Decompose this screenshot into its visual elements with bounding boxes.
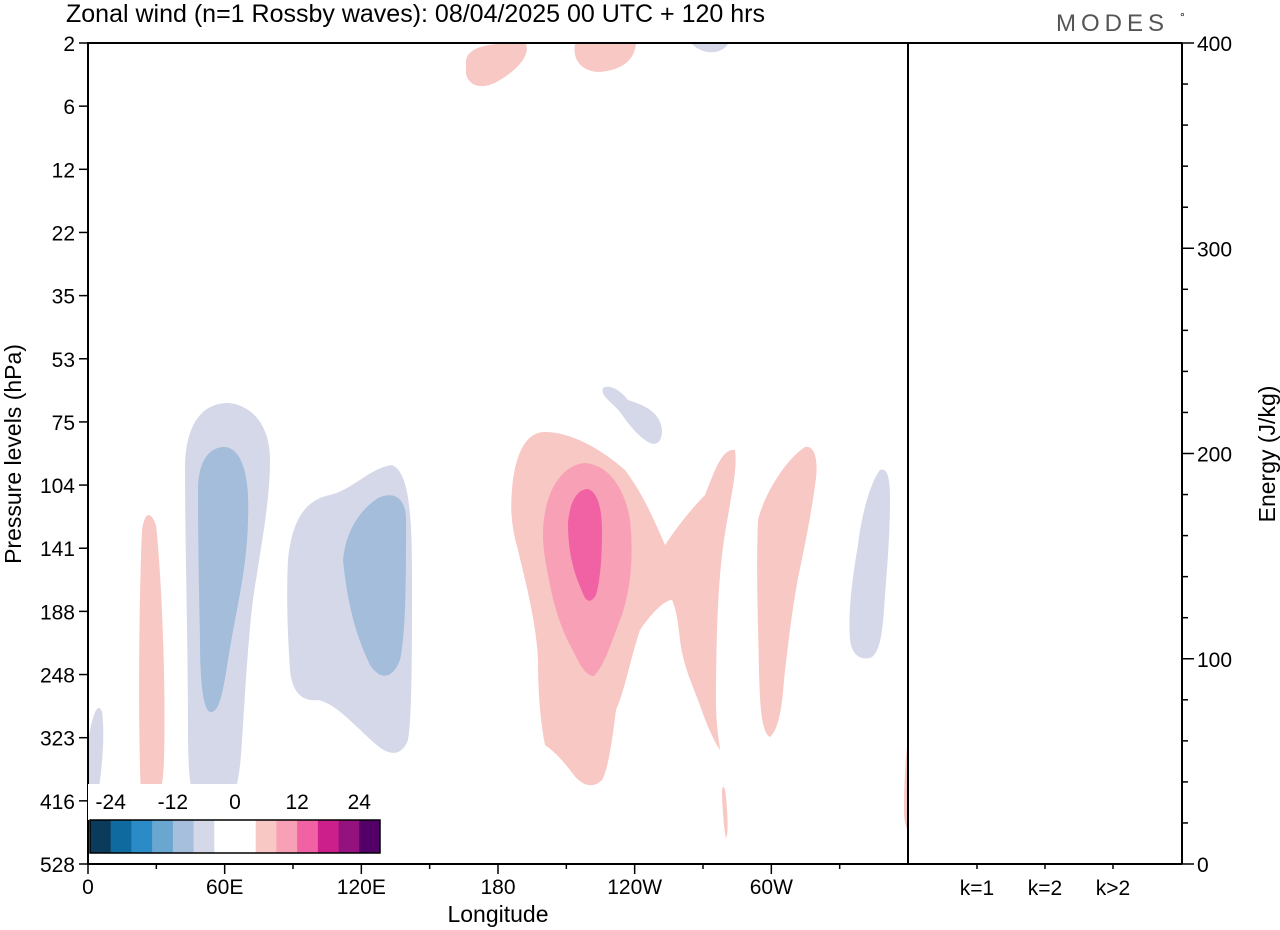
colorbar-swatch (110, 820, 132, 853)
colorbar-swatch (172, 820, 195, 853)
logo-mark: ° (1180, 10, 1185, 24)
x-tick-label: 0 (82, 876, 94, 899)
colorbar-swatch (317, 820, 340, 853)
colorbar-swatch (90, 820, 112, 853)
y-tick-label: 528 (40, 854, 75, 877)
y-tick-label: 2 (63, 33, 75, 56)
contour-region (849, 469, 890, 659)
contour-region (692, 44, 728, 53)
colorbar-label-background (88, 784, 382, 820)
x-axis: 0 60E 120E 180 120W 60W (82, 864, 841, 899)
chart-title: Zonal wind (n=1 Rossby waves): 08/04/202… (66, 0, 765, 28)
y-tick-label: 323 (40, 728, 75, 751)
colorbar-swatch (152, 820, 174, 853)
colorbar-tick-label: -24 (96, 791, 127, 814)
contour-region (139, 515, 165, 819)
colorbar-swatch (131, 820, 153, 853)
colorbar-tick-label: 12 (285, 791, 308, 814)
y-tick-label: 6 (63, 96, 75, 119)
y-tick-label: 53 (52, 349, 75, 372)
y-tick-label: 248 (40, 665, 75, 688)
contour-region (602, 386, 662, 444)
contour-region (343, 495, 406, 676)
contour-region (198, 446, 249, 712)
y-tick-label: 416 (40, 791, 75, 814)
y-tick-label: 35 (52, 286, 75, 309)
x-axis-title: Longitude (447, 901, 548, 927)
energy-tick-label: 200 (1197, 444, 1232, 467)
colorbar-swatch (276, 820, 298, 853)
colorbar-swatch (193, 820, 215, 853)
y-tick-label: 22 (52, 222, 75, 245)
colorbar-swatch (255, 820, 277, 853)
colorbar-swatch (235, 820, 257, 853)
x-tick-label: 60W (750, 876, 793, 899)
x-tick-label: 120W (607, 876, 662, 899)
colorbar-swatch (359, 820, 381, 853)
y-axis: 2 6 12 22 35 53 75 104 141 188 248 323 416 528 (40, 33, 88, 877)
wavenumber-label: k=2 (1028, 877, 1062, 900)
contour-field (88, 43, 908, 838)
colorbar-swatch (214, 820, 236, 853)
contour-region (466, 43, 527, 87)
x-tick-label: 120E (337, 876, 386, 899)
colorbar-tick-label: 24 (348, 791, 372, 814)
wavenumber-label: k>2 (1096, 877, 1130, 900)
y-tick-label: 75 (52, 412, 75, 435)
x-tick-label: 180 (480, 876, 515, 899)
colorbar-frame (89, 819, 381, 854)
colorbar: -24 -12 0 12 24 (88, 784, 382, 854)
wavenumber-labels: k=1 k=2 k>2 (960, 864, 1130, 900)
contour-region (757, 446, 817, 737)
energy-bar (955, 863, 999, 865)
contour-region (574, 44, 636, 72)
colorbar-tick-label: -12 (158, 791, 188, 814)
contour-region (568, 489, 602, 601)
y-tick-label: 188 (40, 601, 75, 624)
energy-tick-label: 0 (1197, 854, 1209, 877)
colorbar-swatch (338, 820, 360, 853)
y-tick-label: 104 (40, 475, 75, 498)
colorbar-tick-label: 0 (229, 791, 241, 814)
energy-tick-label: 300 (1197, 238, 1232, 261)
y-tick-label: 141 (40, 538, 75, 561)
modes-logo: MODES (1056, 10, 1169, 37)
energy-axis: 0 100 200 300 400 (1182, 33, 1232, 877)
x-tick-label: 60E (206, 876, 243, 899)
energy-tick-label: 100 (1197, 649, 1232, 672)
wavenumber-label: k=1 (960, 877, 994, 900)
y-axis-title: Pressure levels (hPa) (0, 344, 26, 564)
contour-region (722, 786, 728, 838)
energy-tick-label: 400 (1197, 33, 1232, 56)
energy-axis-title: Energy (J/kg) (1254, 386, 1280, 523)
colorbar-swatch (297, 820, 319, 853)
y-tick-label: 12 (52, 159, 75, 182)
